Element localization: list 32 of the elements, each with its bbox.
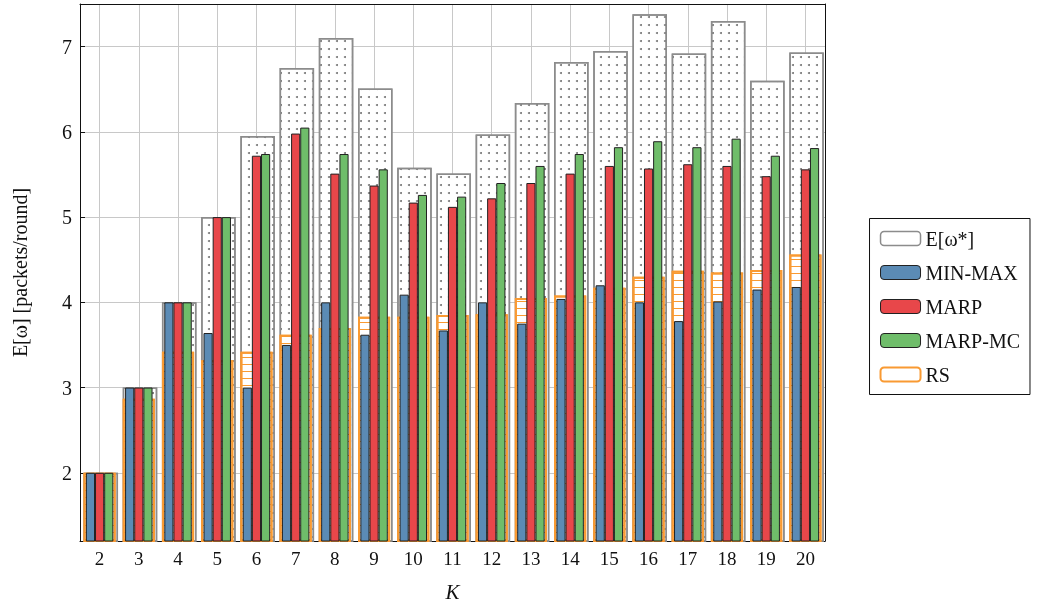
x-tick-label: 19 — [756, 548, 776, 569]
x-tick-label: 10 — [403, 548, 423, 569]
y-tick-label: 6 — [62, 120, 72, 143]
x-tick-label: 14 — [560, 548, 581, 569]
x-tick-label: 2 — [94, 548, 105, 569]
x-tick-label: 17 — [678, 548, 698, 569]
x-tick-label: 15 — [599, 548, 619, 569]
y-tick-label: 7 — [62, 35, 72, 58]
legend-label: MARP — [925, 295, 983, 318]
y-tick-label: 5 — [62, 206, 72, 229]
y-tick-label: 4 — [62, 291, 72, 314]
x-tick-label: 11 — [443, 548, 462, 569]
x-tick-label: 6 — [251, 548, 262, 569]
y-tick-label: 2 — [62, 461, 72, 484]
x-tick-label: 18 — [717, 548, 737, 569]
legend-label: RS — [925, 363, 950, 386]
x-tick-label: 3 — [134, 548, 144, 569]
x-tick-label: 20 — [795, 548, 815, 569]
x-tick-label: 7 — [290, 548, 301, 569]
y-tick-label: 3 — [62, 376, 72, 399]
x-tick-label: 8 — [330, 548, 340, 569]
legend-label: MIN-MAX — [925, 261, 1019, 284]
x-tick-label: 5 — [212, 548, 222, 569]
x-axis-title: K — [444, 579, 461, 604]
x-tick-label: 16 — [639, 548, 659, 569]
legend-label: E[ω*] — [925, 227, 975, 250]
x-tick-label: 12 — [482, 548, 502, 569]
x-tick-label: 9 — [369, 548, 379, 569]
y-axis-title: E[ω] [packets/round] — [9, 187, 32, 358]
legend-label: MARP-MC — [925, 329, 1021, 352]
x-tick-label: 4 — [173, 548, 184, 569]
x-tick-label: 13 — [521, 548, 541, 569]
